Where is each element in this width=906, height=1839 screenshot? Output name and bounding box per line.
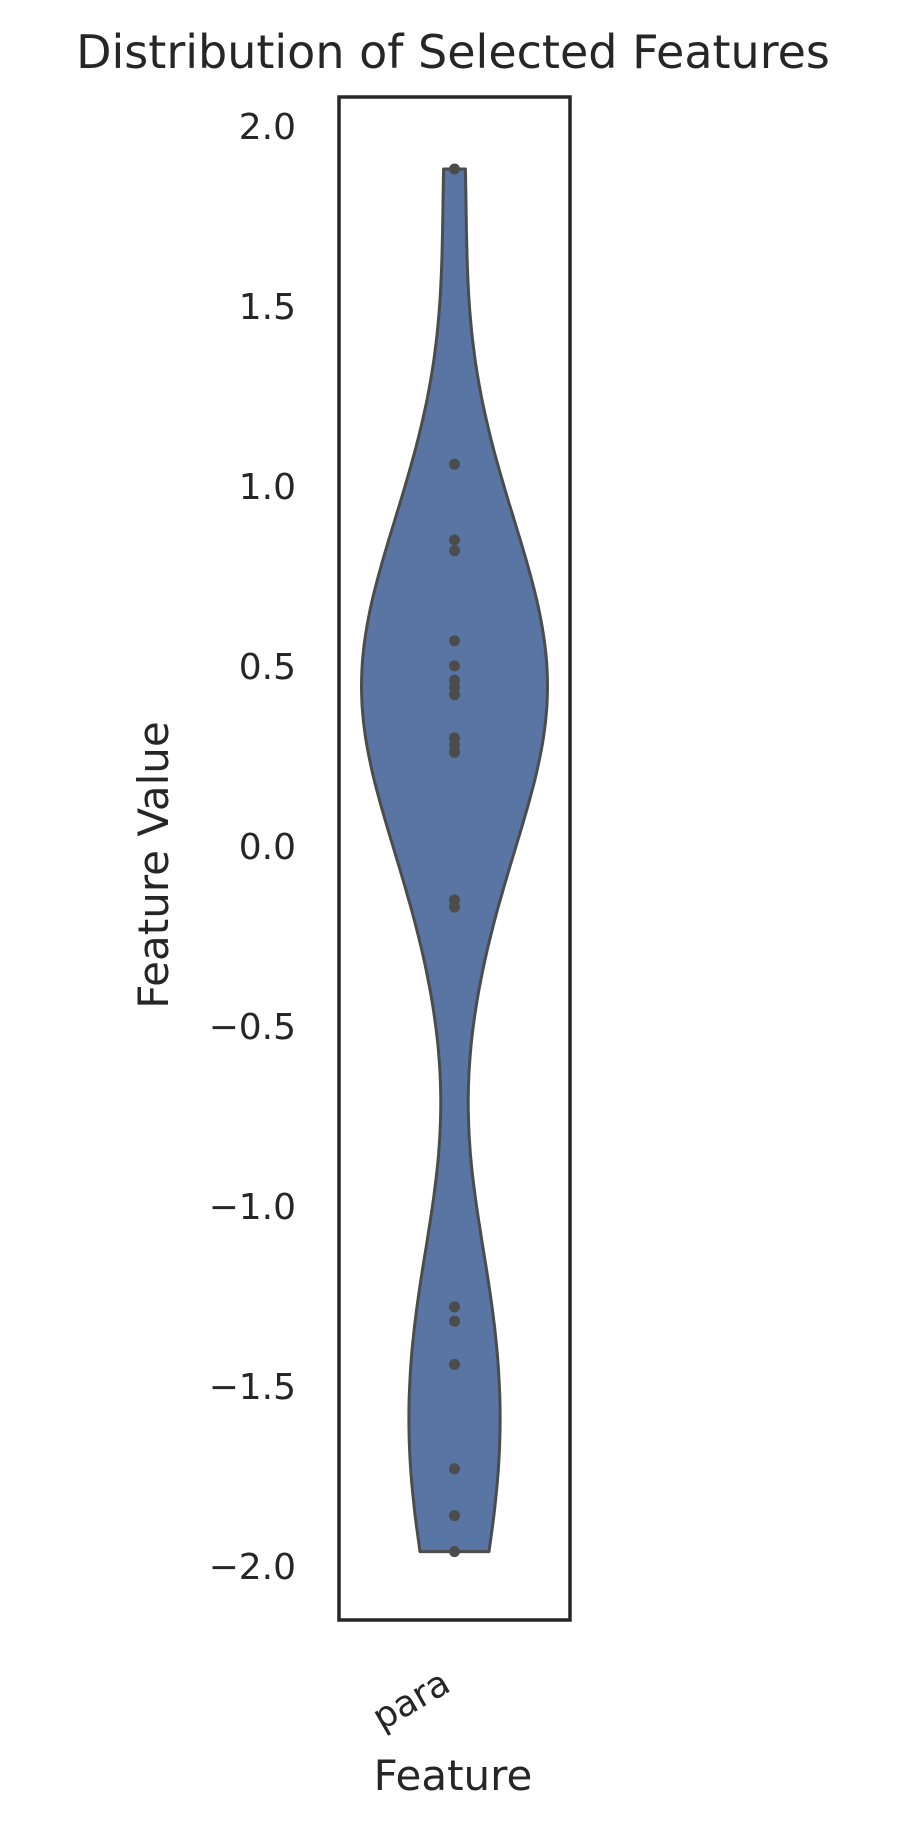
y-tick-label: −2.0 [209, 1547, 296, 1588]
x-axis-ticks: para [366, 1662, 457, 1738]
data-point [449, 660, 460, 672]
data-point [449, 901, 460, 913]
data-point [449, 1301, 460, 1313]
data-point [449, 746, 460, 758]
data-point [449, 689, 460, 701]
y-tick-label: 1.5 [239, 287, 296, 328]
data-point [449, 635, 460, 647]
data-point [449, 1358, 460, 1370]
y-axis-label: Feature Value [129, 721, 178, 1008]
data-point [449, 545, 460, 557]
points-layer [449, 163, 460, 1558]
data-point [449, 458, 460, 470]
y-tick-label: −1.0 [209, 1187, 296, 1228]
violin-para [360, 167, 549, 1554]
y-tick-label: 0.0 [239, 827, 296, 868]
data-point [449, 163, 460, 175]
chart-title: Distribution of Selected Features [76, 25, 830, 79]
y-tick-label: 1.0 [239, 467, 296, 508]
data-point [449, 1546, 460, 1558]
violin-layer [360, 167, 549, 1554]
data-point [449, 1463, 460, 1475]
y-tick-label: −0.5 [209, 1007, 296, 1048]
data-point [449, 1510, 460, 1522]
y-tick-label: −1.5 [209, 1367, 296, 1408]
y-tick-label: 2.0 [239, 107, 296, 148]
y-tick-label: 0.5 [239, 647, 296, 688]
plot-frame [337, 95, 572, 1622]
y-axis-ticks: 2.0 1.5 1.0 0.5 0.0 −0.5 −1.0 −1.5 −2.0 [209, 107, 296, 1588]
x-axis-label: Feature [374, 1751, 533, 1800]
x-tick-label: para [366, 1662, 457, 1738]
data-point [449, 1315, 460, 1327]
data-point [449, 534, 460, 546]
